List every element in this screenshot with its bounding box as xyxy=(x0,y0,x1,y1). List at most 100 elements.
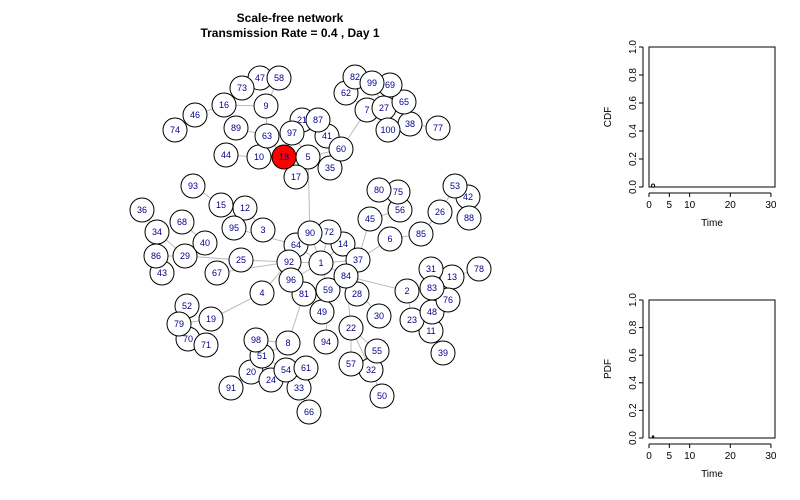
node-circle xyxy=(249,280,275,306)
node-97: 97 xyxy=(279,120,305,146)
node-label: 17 xyxy=(291,172,301,182)
node-2: 2 xyxy=(394,278,420,304)
node-circle xyxy=(293,355,319,381)
node-label: 98 xyxy=(251,335,261,345)
node-26: 26 xyxy=(427,199,453,225)
node-86: 86 xyxy=(143,243,169,269)
node-25: 25 xyxy=(228,247,254,273)
node-circle xyxy=(369,383,395,409)
node-label: 88 xyxy=(464,213,474,223)
node-label: 56 xyxy=(395,205,405,215)
node-label: 77 xyxy=(433,123,443,133)
node-label: 71 xyxy=(201,340,211,350)
node-88: 88 xyxy=(456,205,482,231)
node-label: 7 xyxy=(364,105,369,115)
node-label: 34 xyxy=(152,227,162,237)
node-label: 31 xyxy=(426,264,436,274)
node-circle xyxy=(466,256,492,282)
node-label: 6 xyxy=(387,234,392,244)
node-4: 4 xyxy=(249,280,275,306)
node-30: 30 xyxy=(366,303,392,329)
node-28: 28 xyxy=(344,281,370,307)
node-label: 19 xyxy=(206,314,216,324)
node-9: 9 xyxy=(253,93,279,119)
node-label: 79 xyxy=(174,319,184,329)
node-circle xyxy=(408,221,434,247)
node-54: 54 xyxy=(273,357,299,383)
node-label: 8 xyxy=(285,338,290,348)
node-label: 43 xyxy=(157,268,167,278)
node-label: 100 xyxy=(380,125,395,135)
node-label: 33 xyxy=(294,383,304,393)
node-71: 71 xyxy=(193,332,219,358)
node-circle xyxy=(221,215,247,241)
node-circle xyxy=(204,260,230,286)
node-label: 39 xyxy=(438,348,448,358)
node-39: 39 xyxy=(430,340,456,366)
node-46: 46 xyxy=(182,102,208,128)
node-36: 36 xyxy=(129,197,155,223)
node-label: 67 xyxy=(212,268,222,278)
node-label: 90 xyxy=(305,228,315,238)
node-label: 62 xyxy=(341,88,351,98)
node-67: 67 xyxy=(204,260,230,286)
node-79: 79 xyxy=(166,311,192,337)
node-circle xyxy=(275,330,301,356)
node-label: 51 xyxy=(257,351,267,361)
node-circle xyxy=(296,399,322,425)
node-circle xyxy=(278,267,304,293)
node-circle xyxy=(425,115,451,141)
node-circle xyxy=(143,243,169,269)
node-label: 28 xyxy=(352,289,362,299)
node-circle xyxy=(180,173,206,199)
node-circle xyxy=(229,75,255,101)
node-8: 8 xyxy=(275,330,301,356)
node-label: 5 xyxy=(305,152,310,162)
node-3: 3 xyxy=(250,217,276,243)
node-circle xyxy=(169,209,195,235)
node-label: 92 xyxy=(284,257,294,267)
node-circle xyxy=(333,263,359,289)
node-label: 40 xyxy=(200,238,210,248)
node-45: 45 xyxy=(357,206,383,232)
node-circle xyxy=(266,65,292,91)
node-label: 52 xyxy=(182,301,192,311)
node-label: 72 xyxy=(324,227,334,237)
node-circle xyxy=(223,115,249,141)
node-label: 41 xyxy=(322,131,332,141)
node-circle xyxy=(253,93,279,119)
node-label: 29 xyxy=(180,251,190,261)
node-label: 14 xyxy=(338,239,348,249)
node-label: 44 xyxy=(221,150,231,160)
node-label: 97 xyxy=(287,128,297,138)
node-circle xyxy=(254,123,280,149)
node-34: 34 xyxy=(144,219,170,245)
node-label: 1 xyxy=(318,258,323,268)
node-53: 53 xyxy=(442,173,468,199)
node-label: 81 xyxy=(299,289,309,299)
node-circle xyxy=(192,230,218,256)
node-label: 55 xyxy=(372,346,382,356)
node-circle xyxy=(456,205,482,231)
node-40: 40 xyxy=(192,230,218,256)
node-circle xyxy=(328,136,354,162)
node-label: 30 xyxy=(374,311,384,321)
node-label: 37 xyxy=(353,255,363,265)
node-circle xyxy=(308,250,334,276)
node-circle xyxy=(377,226,403,252)
node-label: 46 xyxy=(190,110,200,120)
network-title: Scale-free network xyxy=(236,11,344,25)
node-label: 80 xyxy=(374,185,384,195)
node-83: 83 xyxy=(419,275,445,301)
node-label: 16 xyxy=(219,100,229,110)
node-98: 98 xyxy=(243,327,269,353)
node-55: 55 xyxy=(364,338,390,364)
node-label: 36 xyxy=(137,205,147,215)
node-57: 57 xyxy=(338,351,364,377)
node-circle xyxy=(344,281,370,307)
node-circle xyxy=(359,70,385,96)
node-label: 95 xyxy=(229,223,239,233)
node-label: 3 xyxy=(260,225,265,235)
